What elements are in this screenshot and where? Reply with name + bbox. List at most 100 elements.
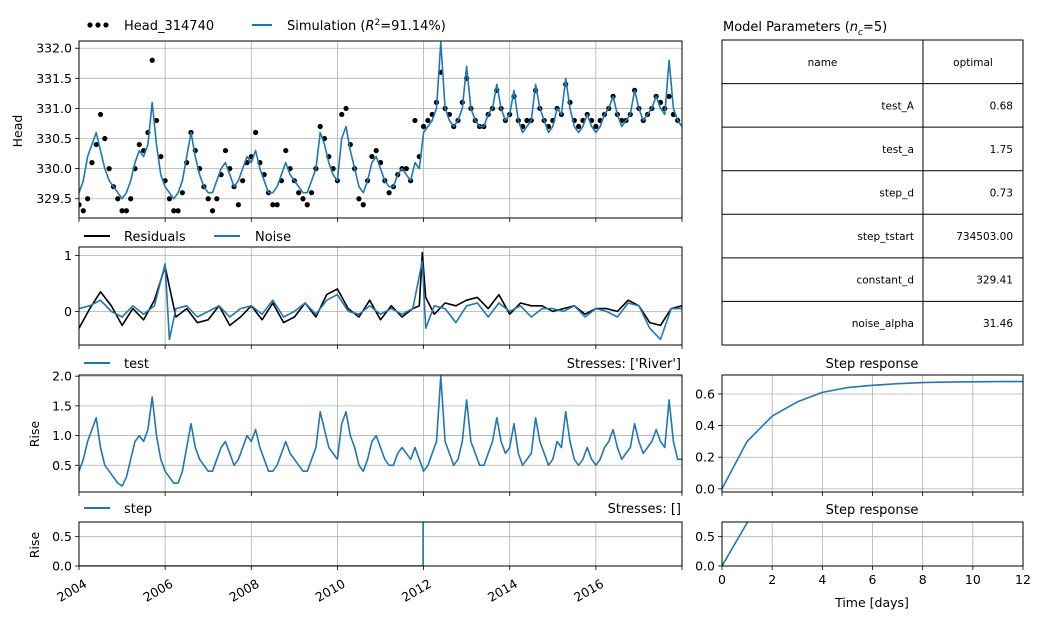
series-line-step [79,522,424,566]
params-table-cell-name: step_tstart [857,231,914,243]
observed-point [300,196,306,202]
observed-point [93,141,99,148]
step-series [79,522,424,566]
params-table-cell-optimal: 329.41 [976,275,1013,287]
observed-point [179,190,185,196]
y-tick-label: 0.0 [52,559,72,574]
x-tick-label: 8 [919,572,927,587]
observed-point [106,166,112,172]
y-tick-label: 330.5 [36,131,72,146]
observed-point [166,196,173,202]
observed-point [102,135,108,142]
observed-point [304,202,310,208]
step-contribution-panel: 0.0 0.5 2004 2006 2008 2010 2012 2014 2016 Rise [27,521,683,605]
observed-point [412,117,418,124]
step-response-test-frame [721,374,1024,493]
observed-point [283,147,289,154]
observed-point [343,105,349,112]
observed-point [80,208,86,214]
test-axes-frame [78,374,683,493]
residuals-panel: 01 [64,246,683,349]
series-line-simulation [79,41,682,200]
test-y-label: Rise [27,421,42,448]
observed-point [240,178,246,184]
observed-point [308,190,315,196]
x-tick-label: 2008 [227,576,262,605]
legend-observed-marker [95,22,101,28]
step-response-step-grid [722,522,1023,567]
test-y-ticks: 0.5 1.0 1.5 2.0 [52,369,79,473]
x-tick-label: 4 [818,572,826,587]
y-tick-label: 1 [64,248,72,263]
params-table-cell-optimal: 0.73 [990,188,1013,200]
step-response-test-y-ticks: 0.0 0.2 0.4 0.6 [695,386,722,496]
x-tick-label: 2010 [313,576,348,605]
observed-point [576,123,582,130]
residuals-axes-frame [78,246,683,346]
observed-point [420,123,427,130]
params-table-cell-name: constant_d [856,275,914,287]
observed-point [89,160,95,166]
residuals-y-ticks: 01 [64,248,79,319]
observed-point [97,111,104,118]
observed-point [222,147,229,154]
y-tick-label: 329.5 [36,191,72,206]
observed-point [356,196,362,202]
params-table-cell-name: noise_alpha [852,318,914,330]
observed-point [317,123,323,130]
legend-residuals-label: Residuals [124,230,186,245]
test-series [79,375,682,487]
series-line-test [79,375,682,487]
params-table: Model Parameters (nc=5) name optimal test_… [721,20,1024,346]
observed-point [128,196,134,202]
y-tick-label: 0.0 [695,481,715,496]
legend-residuals: Residuals Noise [84,230,291,245]
legend-observed-marker [103,22,109,28]
step-x-ticks: 2004 2006 2008 2010 2012 2014 2016 [54,566,683,605]
observed-point [252,129,259,136]
observed-point [115,196,121,202]
legend-test-label: test [124,357,149,372]
step-y-ticks: 0.0 0.5 [52,529,79,574]
residuals-series [79,251,682,341]
x-tick-label: 2006 [140,576,175,605]
observed-point [123,208,129,214]
observed-point [209,208,216,214]
legend-noise-label: Noise [255,230,291,245]
observed-point [360,202,366,208]
observed-point [425,117,431,124]
legend-head: Head_314740 Simulation (R2=91.14%) [87,18,446,34]
x-tick-label: 2016 [571,576,606,605]
x-tick-label: 6 [869,572,877,587]
head-axes-frame [78,40,683,219]
params-table-cell-name: step_d [879,188,914,200]
legend-simulation-label: Simulation (R2=91.14%) [287,18,446,34]
y-tick-label: 332.0 [36,41,72,56]
test-contribution-panel: 0.5 1.0 1.5 2.0 Rise [27,369,683,496]
y-tick-label: 331.0 [36,101,72,116]
observed-point [274,202,280,208]
head-y-label: Head [10,115,25,148]
test-x-ticks [78,492,683,496]
observed-point [296,190,302,196]
y-tick-label: 0.5 [695,529,715,544]
step-response-test-x-ticks [721,492,1024,496]
x-tick-label: 0 [718,572,726,587]
step-grid [79,522,682,567]
step-response-step-panel: 0.0 0.5 0 2 4 6 8 10 12 Step response Time [day… [695,503,1031,610]
params-table-header-optimal: optimal [953,57,993,69]
observed-point [369,153,375,160]
params-table-cell-name: test_a [882,144,914,156]
observed-point [386,190,392,196]
params-table-title: Model Parameters (nc=5) [723,20,887,38]
observed-point [524,117,530,124]
observed-point [136,141,142,148]
observed-point [119,208,125,214]
step-response-test-grid [722,375,1023,492]
series-line-step [722,522,749,566]
y-tick-label: 0.0 [695,559,715,574]
y-tick-label: 2.0 [52,369,72,384]
step-response-step-x-label: Time [days] [834,595,909,610]
observed-point [403,166,409,172]
